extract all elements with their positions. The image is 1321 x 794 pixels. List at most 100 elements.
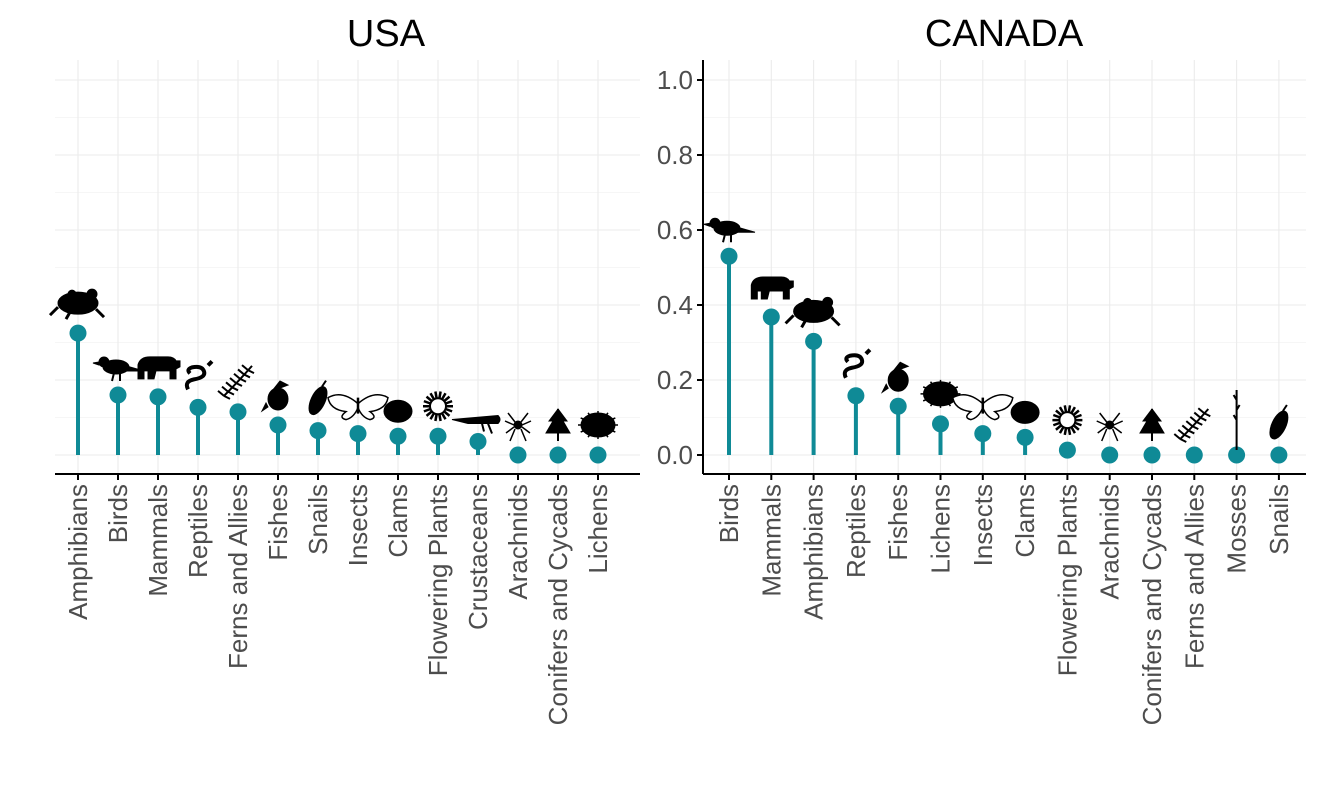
x-tick-label: Mammals	[143, 484, 173, 597]
icon-wrapper	[308, 380, 328, 416]
x-tick-label: Lichens	[926, 484, 956, 574]
icon-wrapper	[217, 364, 255, 400]
x-tick-label: Amphibians	[799, 484, 829, 620]
lollipop-point-fishes	[889, 397, 907, 415]
icon-wrapper	[451, 414, 501, 434]
bird-icon	[92, 356, 145, 382]
x-tick-label: Crustaceans	[463, 484, 493, 630]
usa-panel-title: USA	[347, 13, 426, 55]
y-tick-label: 0.2	[657, 365, 693, 395]
usa-panel: USA Amphibians Birds Mammals Reptiles Ferns …	[48, 13, 640, 725]
icon-wrapper	[1052, 405, 1083, 436]
icon-wrapper	[1269, 404, 1289, 440]
lollipop-point-mammals	[762, 308, 780, 326]
lollipop-point-snails	[309, 422, 327, 440]
lichen-icon	[920, 379, 961, 408]
icon-wrapper	[920, 379, 961, 408]
shrimp-icon	[451, 414, 501, 434]
lollipop-point-snails	[1270, 446, 1288, 464]
lollipop-point-mammals	[149, 388, 167, 406]
lollipop-point-lichens	[932, 415, 949, 433]
lollipop-point-conifers-and-cycads	[1143, 446, 1161, 464]
fern-icon	[217, 364, 255, 400]
icon-wrapper	[1232, 390, 1241, 450]
x-tick-label: Clams	[383, 484, 413, 558]
x-tick-label: Snails	[303, 484, 333, 555]
lollipop-point-ferns-and-allies	[1185, 446, 1203, 464]
x-tick-label: Fishes	[263, 484, 293, 561]
y-tick-label: 1.0	[657, 65, 693, 95]
icon-wrapper	[951, 393, 1014, 421]
x-tick-label: Birds	[103, 484, 133, 543]
x-tick-label: Lichens	[583, 484, 613, 574]
butterfly-icon	[327, 393, 389, 421]
spider-icon	[504, 412, 532, 442]
icon-wrapper	[327, 393, 389, 421]
clam-icon	[1010, 400, 1040, 424]
flower-icon	[1052, 405, 1083, 436]
lollipop-point-reptiles	[847, 387, 865, 405]
icon-wrapper	[1010, 400, 1040, 424]
lollipop-point-mosses	[1228, 446, 1246, 464]
grid	[703, 60, 1306, 474]
conifer-icon	[545, 408, 571, 441]
snail-icon	[1269, 404, 1289, 440]
icon-wrapper	[1139, 408, 1165, 441]
lollipop-point-flowering-plants	[1058, 441, 1076, 459]
icon-wrapper	[504, 412, 532, 442]
snake-icon	[184, 359, 214, 391]
icon-wrapper	[92, 356, 145, 382]
butterfly-icon	[951, 393, 1014, 421]
fish-icon	[260, 380, 290, 413]
icon-wrapper	[423, 391, 453, 422]
x-tick-label: Reptiles	[841, 484, 871, 578]
x-tick-label: Birds	[714, 484, 744, 543]
x-tick-label: Reptiles	[183, 484, 213, 578]
x-tick-label: Arachnids	[503, 484, 533, 600]
lollipop-point-clams	[1016, 428, 1034, 446]
x-tick-label: Amphibians	[63, 484, 93, 620]
x-tick-label: Conifers and Cycads	[1137, 484, 1167, 725]
frog-icon	[784, 296, 841, 329]
x-tick-label: Flowering Plants	[1052, 484, 1082, 676]
lollipop-point-arachnids	[509, 446, 527, 464]
icon-wrapper	[703, 217, 756, 243]
x-tick-label: Insects	[968, 484, 998, 566]
lollipop-point-amphibians	[69, 324, 87, 342]
snail-icon	[308, 380, 328, 416]
clam-icon	[383, 399, 413, 423]
x-tick-label: Fishes	[883, 484, 913, 561]
fern-icon	[1173, 407, 1211, 443]
icon-wrapper	[260, 380, 290, 413]
x-tick-label: Ferns and Allies	[223, 484, 253, 669]
x-tick-label: Clams	[1010, 484, 1040, 558]
lollipop-point-clams	[389, 427, 407, 445]
y-tick-label: 0.6	[657, 215, 693, 245]
icon-wrapper	[137, 356, 181, 380]
y-tick-label: 0.4	[657, 290, 693, 320]
icon-wrapper	[842, 348, 872, 379]
bear-icon	[750, 276, 794, 300]
icon-wrapper	[184, 359, 214, 391]
frog-icon	[48, 288, 106, 320]
x-tick-label: Arachnids	[1095, 484, 1125, 600]
snake-icon	[842, 348, 872, 379]
lollipop-point-insects	[349, 425, 367, 443]
icon-wrapper	[750, 276, 794, 300]
x-tick-label: Mosses	[1222, 484, 1252, 574]
x-tick-label: Ferns and Allies	[1179, 484, 1209, 669]
canada-panel: CANADA 0.0 0.2 0.4 0.6 0.8 1.0 Birds Mammals Amp…	[657, 13, 1306, 725]
spider-icon	[1096, 412, 1124, 442]
x-tick-label: Snails	[1264, 484, 1294, 555]
lollipop-point-insects	[974, 425, 992, 443]
icon-wrapper	[784, 296, 841, 329]
x-tick-label: Conifers and Cycads	[543, 484, 573, 725]
lollipop-point-flowering-plants	[429, 427, 447, 445]
lollipop-point-reptiles	[189, 398, 207, 416]
lollipop-point-conifers-and-cycads	[549, 446, 567, 464]
bird-icon	[703, 217, 756, 243]
y-tick-label: 0.8	[657, 140, 693, 170]
bear-icon	[137, 356, 181, 380]
icon-wrapper	[383, 399, 413, 423]
